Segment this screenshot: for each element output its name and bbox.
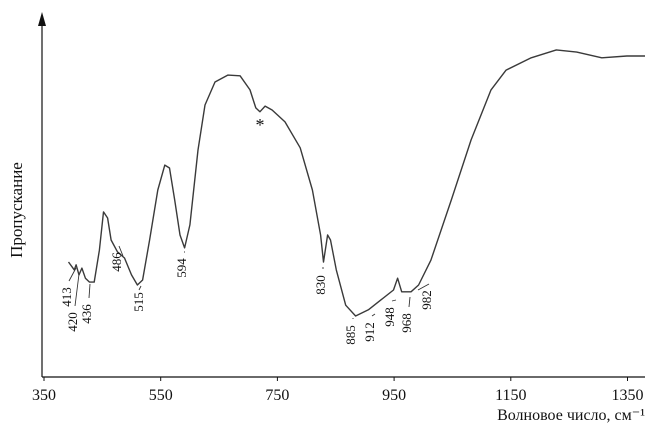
- peak-label: 982: [419, 290, 434, 310]
- y-axis-arrow: [38, 12, 46, 26]
- peak-label: 830: [313, 275, 328, 295]
- peak-leader: [391, 299, 397, 302]
- peak-label: 486: [109, 252, 124, 272]
- spectrum-line: [67, 49, 645, 317]
- peak-leader: [417, 283, 430, 291]
- x-tick-label: 750: [265, 387, 289, 404]
- peak-leader: [138, 285, 142, 291]
- x-tick-label: 1150: [495, 387, 526, 404]
- peak-label: 968: [399, 313, 414, 333]
- peak-leader: [68, 267, 77, 282]
- peak-label: 436: [79, 304, 94, 324]
- peak-leader: [371, 313, 376, 317]
- peak-leader: [118, 245, 124, 257]
- peak-label: 515: [131, 292, 146, 312]
- peak-label: 420: [65, 312, 80, 332]
- y-axis-label: Пропускание: [7, 162, 26, 258]
- x-axis-label: Волновое число, см⁻¹: [497, 407, 645, 424]
- x-tick-label: 950: [382, 387, 406, 404]
- x-tick-label: 1350: [611, 387, 643, 404]
- peak-label: 413: [59, 287, 74, 307]
- peak-label: 912: [362, 322, 377, 342]
- peak-leader: [88, 283, 91, 299]
- peak-label: 948: [382, 307, 397, 327]
- x-tick-label: 550: [149, 387, 173, 404]
- x-tick-label: 350: [32, 387, 56, 404]
- peak-leader: [74, 273, 80, 307]
- peak-leader: [408, 296, 411, 308]
- peak-label: 885: [343, 325, 358, 345]
- annotation-star: *: [256, 115, 265, 135]
- peak-label: 594: [174, 258, 189, 278]
